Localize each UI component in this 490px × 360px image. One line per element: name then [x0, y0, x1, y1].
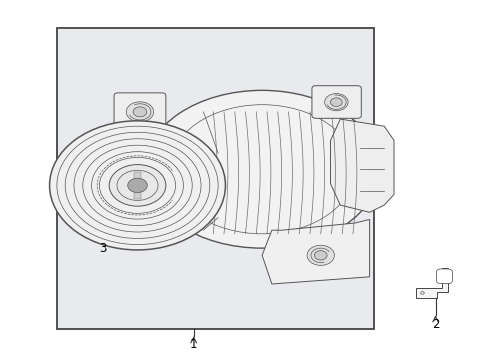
FancyBboxPatch shape: [312, 86, 361, 118]
Polygon shape: [331, 119, 394, 212]
Text: 3: 3: [99, 242, 107, 255]
Text: 1: 1: [190, 338, 197, 351]
Bar: [134, 172, 142, 199]
Circle shape: [109, 165, 166, 206]
Circle shape: [325, 94, 348, 111]
Circle shape: [307, 245, 334, 265]
Circle shape: [49, 121, 225, 250]
FancyBboxPatch shape: [436, 269, 453, 284]
Circle shape: [421, 292, 424, 294]
FancyBboxPatch shape: [114, 93, 166, 131]
Polygon shape: [262, 220, 369, 284]
Circle shape: [128, 178, 147, 193]
Circle shape: [331, 98, 342, 107]
Polygon shape: [416, 268, 448, 298]
Text: 2: 2: [432, 318, 440, 331]
Bar: [57, 28, 374, 329]
Ellipse shape: [145, 90, 379, 248]
Circle shape: [133, 107, 147, 117]
Circle shape: [315, 251, 327, 260]
Circle shape: [126, 102, 154, 122]
